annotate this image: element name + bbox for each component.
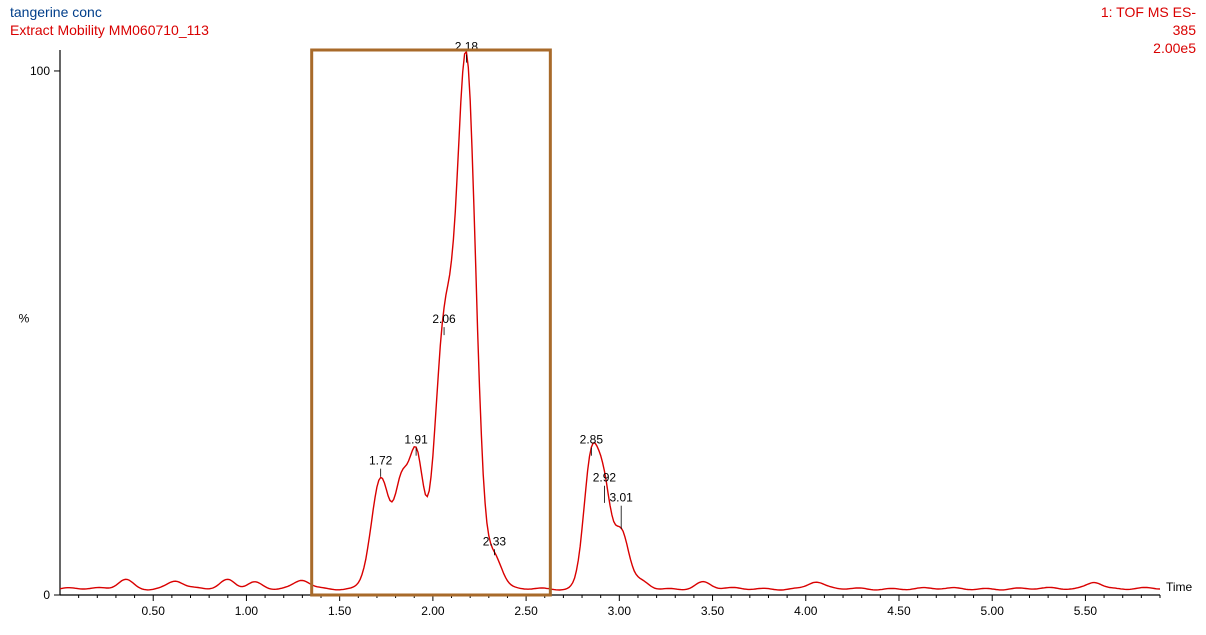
y-tick-label: 0 xyxy=(43,588,50,602)
peak-label: 1.91 xyxy=(404,433,428,447)
highlight-region xyxy=(312,50,551,595)
x-tick-label: 4.00 xyxy=(794,604,818,618)
x-tick-label: 4.50 xyxy=(887,604,911,618)
y-axis-label: % xyxy=(19,312,30,326)
peak-label: 3.01 xyxy=(610,491,634,505)
peak-label: 2.33 xyxy=(483,534,507,548)
peak-label: 2.85 xyxy=(580,433,604,447)
peak-label: 2.18 xyxy=(455,40,479,54)
x-tick-label: 1.50 xyxy=(328,604,352,618)
x-tick-label: 1.00 xyxy=(235,604,259,618)
x-tick-label: 5.00 xyxy=(981,604,1005,618)
x-tick-label: 2.00 xyxy=(421,604,445,618)
x-tick-label: 5.50 xyxy=(1074,604,1098,618)
y-tick-label: 100 xyxy=(30,64,50,78)
sample-name-label: tangerine conc xyxy=(10,4,102,20)
peak-label: 2.92 xyxy=(593,471,617,485)
chart-canvas: tangerine conc Extract Mobility MM060710… xyxy=(0,0,1206,635)
mz-label: 385 xyxy=(1173,22,1196,38)
x-tick-label: 3.50 xyxy=(701,604,725,618)
x-tick-label: 0.50 xyxy=(142,604,166,618)
x-axis-label: Time xyxy=(1166,580,1193,594)
peak-label: 2.06 xyxy=(432,312,456,326)
scan-mode-label: 1: TOF MS ES- xyxy=(1101,4,1196,20)
intensity-scale-label: 2.00e5 xyxy=(1153,40,1196,56)
run-label: Extract Mobility MM060710_113 xyxy=(10,22,209,38)
x-tick-label: 2.50 xyxy=(514,604,538,618)
chromatogram-trace xyxy=(60,52,1160,590)
x-tick-label: 3.00 xyxy=(608,604,632,618)
chromatogram-plot: 0 100% 0.50 1.00 1.50 2.00 2.50 3.00 3.50 4.00 4.5… xyxy=(0,0,1206,635)
peak-label: 1.72 xyxy=(369,454,393,468)
